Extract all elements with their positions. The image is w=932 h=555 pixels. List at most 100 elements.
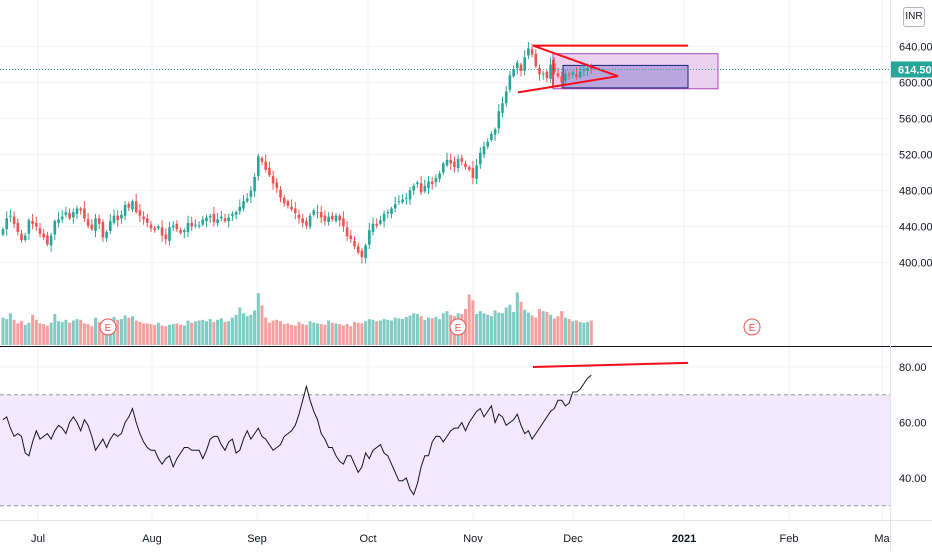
candle-body (127, 204, 131, 208)
volume-bar (438, 319, 442, 345)
candle-body (564, 73, 567, 81)
rsi-axis-label: 60.00 (899, 418, 927, 430)
rsi-resistance-line (532, 361, 689, 368)
volume-bar (153, 324, 157, 345)
volume-bar (419, 316, 423, 345)
volume-bar (142, 323, 146, 345)
volume-bar (245, 316, 249, 345)
volume-bar (578, 321, 582, 345)
volume-bar (552, 318, 556, 345)
volume-bar (23, 324, 27, 345)
volume-bar (526, 312, 530, 345)
candle-body (382, 213, 386, 222)
volume-bar (82, 323, 86, 345)
candle-body (60, 216, 64, 220)
volume-bar (567, 319, 571, 345)
candle-body (497, 111, 501, 129)
volume-bar (31, 314, 35, 345)
volume-bar (127, 317, 131, 345)
candle-body (123, 204, 127, 216)
volume-bar (308, 321, 312, 345)
candle-body (575, 74, 578, 78)
candle-body (27, 220, 31, 234)
candle-body (508, 75, 512, 90)
volume-bar (131, 316, 134, 345)
volume-bar (205, 321, 208, 345)
candle-body (275, 182, 279, 188)
candle-body (5, 218, 8, 230)
x-axis-label: Sep (247, 533, 267, 545)
candle-body (282, 197, 286, 204)
volume-bar (549, 314, 553, 345)
rsi-layer (2, 374, 592, 496)
candle-body (308, 215, 312, 227)
volume-bar (212, 321, 216, 345)
x-axis-label: Dec (563, 533, 583, 545)
volume-bar (556, 316, 560, 345)
volume-bar (375, 321, 379, 345)
candle-body (301, 218, 304, 223)
volume-bar (68, 322, 72, 345)
volume-bar (71, 320, 75, 345)
currency-badge[interactable]: INR (903, 7, 925, 27)
candle-body (53, 221, 57, 235)
volume-bar (242, 313, 245, 345)
candle-body (538, 68, 541, 75)
volume-bar (290, 324, 294, 345)
volume-bar (338, 324, 342, 345)
volume-bar (234, 314, 238, 345)
volume-bar (75, 319, 79, 345)
candle-body (397, 201, 401, 203)
candle-body (342, 218, 345, 227)
volume-bar (534, 317, 538, 345)
candle-body (408, 190, 412, 200)
candle-body (183, 230, 186, 232)
candle-body (430, 181, 434, 185)
candle-body (201, 219, 205, 225)
candle-body (345, 227, 349, 237)
volume-bar (16, 323, 20, 345)
volume-bar (504, 307, 508, 345)
volume-bar (430, 318, 434, 345)
volume-bar (101, 324, 105, 345)
volume-bar (216, 319, 220, 345)
candle-body (79, 208, 82, 211)
candle-body (290, 206, 293, 210)
x-axis-label: Ma (874, 533, 890, 545)
candle-body (504, 91, 508, 104)
volume-bar (156, 322, 160, 345)
volume-bar (182, 325, 186, 345)
volume-bar (467, 294, 471, 345)
candle-body (486, 141, 489, 147)
volume-bar (412, 313, 416, 345)
x-axis-label: Nov (463, 533, 483, 545)
candle-body (175, 223, 179, 230)
candle-body (83, 208, 86, 219)
candle-body (327, 216, 330, 222)
candle-body (38, 228, 42, 234)
volume-bar (116, 319, 120, 345)
candle-body (168, 227, 171, 241)
volume-bar (279, 321, 282, 345)
volume-bar (575, 320, 578, 345)
candle-body (590, 67, 593, 70)
candle-body (46, 235, 49, 245)
candle-body (134, 201, 138, 213)
candle-body (179, 230, 182, 233)
candle-body (312, 210, 316, 215)
volume-bar (175, 323, 179, 345)
candle-body (297, 214, 301, 219)
volume-bar (482, 313, 486, 345)
volume-bar (323, 324, 327, 345)
candle-body (216, 219, 219, 223)
candle-body (412, 186, 415, 191)
volume-bar (201, 319, 205, 345)
candle-body (434, 177, 438, 183)
x-axis-label: Aug (142, 533, 162, 545)
rsi-axis-label: 40.00 (899, 473, 927, 485)
volume-bar (1, 317, 5, 345)
candle-body (471, 168, 475, 178)
volume-bar (360, 323, 364, 345)
volume-bar (560, 311, 564, 345)
